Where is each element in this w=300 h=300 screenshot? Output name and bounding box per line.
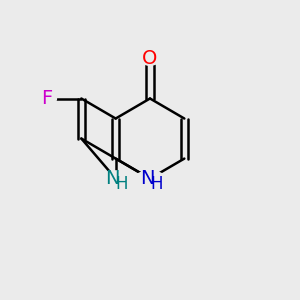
Text: N: N [140,169,154,188]
Text: H: H [116,175,128,193]
Ellipse shape [135,171,165,186]
Text: H: H [150,175,163,193]
Text: F: F [41,89,52,108]
Text: O: O [142,49,158,68]
Ellipse shape [38,92,56,105]
Ellipse shape [100,171,131,186]
Ellipse shape [141,52,159,65]
Text: N: N [106,169,120,188]
